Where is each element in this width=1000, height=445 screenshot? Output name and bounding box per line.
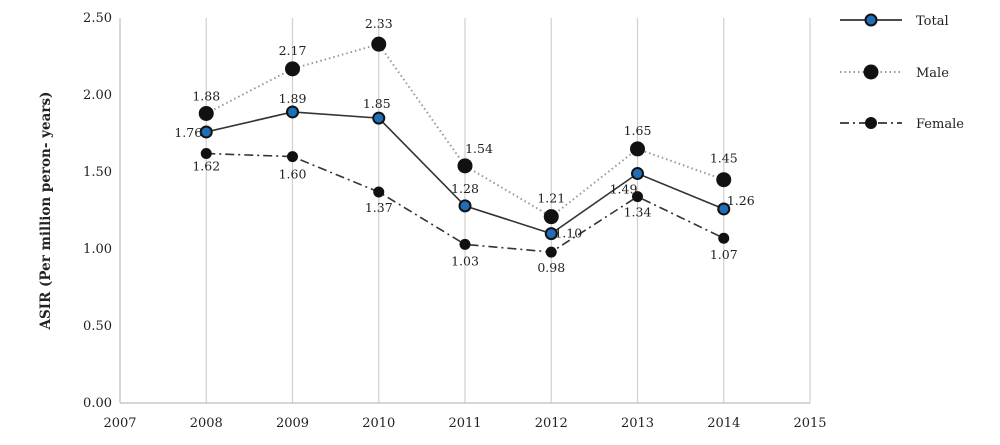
data-point-female-2013	[632, 191, 643, 203]
x-tick-label: 2007	[103, 416, 136, 431]
data-label-female: 1.34	[624, 205, 652, 220]
data-point-male-2011	[457, 158, 473, 174]
data-point-inner-total	[460, 201, 470, 211]
data-label-female: 1.07	[710, 247, 738, 262]
x-tick-label: 2012	[535, 416, 568, 431]
legend-marker-male	[863, 64, 879, 80]
data-point-inner-total	[719, 204, 729, 214]
legend-label-male: Male	[916, 66, 949, 81]
x-tick-label: 2011	[448, 416, 481, 431]
data-label-male: 1.88	[192, 88, 220, 103]
legend-marker-female	[865, 117, 877, 129]
x-tick-label: 2013	[621, 416, 654, 431]
y-tick-label: 1.00	[83, 242, 112, 257]
data-label-male: 1.54	[465, 141, 493, 156]
data-point-inner-total	[374, 113, 384, 123]
data-label-total: 1.89	[279, 91, 307, 106]
data-point-male-2012	[543, 209, 559, 225]
x-tick-label: 2014	[707, 416, 740, 431]
y-tick-label: 0.00	[83, 396, 112, 411]
data-point-female-2008	[200, 148, 212, 160]
y-tick-label: 2.00	[83, 88, 112, 103]
data-label-total: 1.76	[174, 125, 202, 140]
data-label-female: 1.37	[365, 200, 393, 215]
data-label-female: 1.60	[279, 167, 307, 182]
x-tick-label: 2009	[276, 416, 309, 431]
y-tick-label: 0.50	[83, 319, 112, 334]
data-point-inner-total	[633, 169, 642, 179]
x-tick-label: 2015	[793, 416, 826, 431]
data-label-female: 1.62	[192, 159, 220, 174]
data-label-total: 1.28	[451, 181, 479, 196]
data-label-female: 1.03	[451, 253, 479, 268]
data-point-male-2010	[371, 36, 387, 52]
data-point-male-2014	[716, 172, 732, 188]
data-point-female-2011	[459, 238, 471, 250]
data-label-total: 1.26	[727, 193, 755, 208]
data-point-male-2013	[630, 141, 645, 157]
legend-label-total: Total	[916, 14, 949, 29]
legend-marker-inner-total	[866, 15, 876, 25]
x-tick-label: 2010	[362, 416, 395, 431]
data-point-female-2010	[373, 186, 385, 198]
legend-label-female: Female	[916, 117, 964, 132]
data-point-inner-total	[201, 127, 211, 137]
data-label-total: 1.49	[610, 182, 638, 197]
data-point-female-2014	[718, 232, 730, 244]
data-label-female: 0.98	[537, 260, 565, 275]
data-point-inner-total	[288, 107, 297, 117]
data-point-female-2009	[287, 151, 298, 163]
data-point-male-2009	[285, 61, 300, 77]
data-point-male-2008	[198, 105, 214, 121]
data-label-total: 1.10	[554, 226, 582, 241]
data-label-total: 1.85	[363, 96, 391, 111]
y-tick-label: 2.50	[83, 11, 112, 26]
data-label-male: 1.21	[537, 191, 565, 206]
x-tick-label: 2008	[190, 416, 223, 431]
data-label-male: 1.45	[710, 151, 738, 166]
y-axis-title: ASIR (Per million peron- years)	[38, 92, 54, 331]
y-tick-label: 1.50	[83, 165, 112, 180]
data-point-female-2012	[545, 246, 557, 258]
data-label-male: 2.17	[279, 43, 307, 58]
data-label-male: 1.65	[624, 123, 652, 138]
data-point-inner-total	[546, 229, 556, 239]
data-label-male: 2.33	[365, 16, 393, 31]
